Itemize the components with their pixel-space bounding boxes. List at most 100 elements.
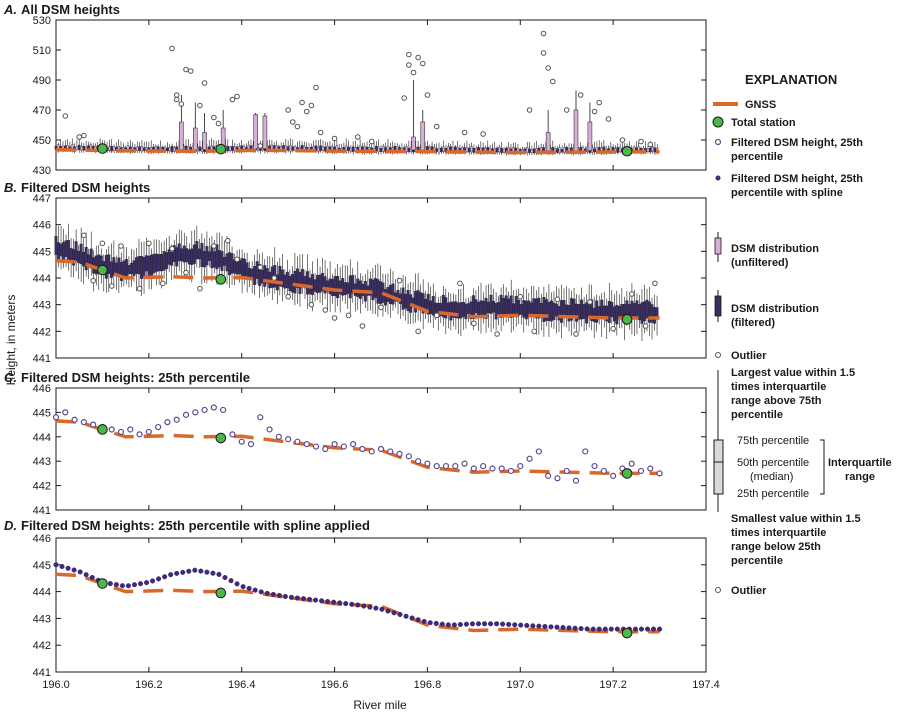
box bbox=[593, 148, 596, 153]
y-tick-label: 490 bbox=[33, 75, 51, 87]
box-tall bbox=[262, 115, 268, 149]
spline-point bbox=[397, 611, 403, 618]
box bbox=[306, 271, 309, 295]
percentile-point bbox=[628, 460, 635, 467]
gnss-series bbox=[55, 419, 660, 476]
percentile-point bbox=[285, 436, 292, 443]
outlier-point bbox=[345, 312, 352, 319]
box-tall bbox=[587, 121, 593, 151]
box bbox=[205, 246, 209, 266]
spline-point bbox=[379, 606, 385, 612]
box bbox=[461, 302, 465, 318]
box bbox=[549, 300, 553, 322]
spline-point bbox=[439, 621, 445, 627]
box bbox=[575, 303, 579, 322]
percentile-point bbox=[470, 465, 477, 472]
box bbox=[497, 302, 501, 315]
outlier-point bbox=[596, 99, 603, 106]
spline-point bbox=[650, 626, 657, 632]
box bbox=[616, 147, 620, 153]
outlier-point bbox=[471, 320, 477, 327]
spline-point bbox=[560, 625, 566, 631]
spline-point bbox=[415, 617, 421, 623]
box bbox=[145, 255, 148, 272]
outlier-point bbox=[638, 138, 644, 145]
percentile-point bbox=[396, 450, 403, 457]
box-tall bbox=[573, 109, 579, 151]
percentile-point bbox=[433, 462, 440, 470]
outlier-point bbox=[396, 277, 403, 284]
box bbox=[635, 300, 639, 318]
outlier-point bbox=[549, 78, 556, 85]
box bbox=[489, 294, 493, 314]
box bbox=[532, 298, 536, 317]
percentile-point bbox=[331, 441, 338, 448]
percentile-point bbox=[52, 414, 60, 421]
unfiltered-box-swatch bbox=[714, 237, 722, 255]
percentile-point bbox=[424, 460, 431, 467]
y-tick-label: 441 bbox=[33, 353, 51, 365]
percentile-point bbox=[340, 443, 347, 450]
percentile-point bbox=[452, 462, 459, 470]
spline-point bbox=[71, 567, 77, 573]
box bbox=[175, 247, 179, 267]
spline-point bbox=[216, 571, 222, 577]
y-tick-label: 443 bbox=[33, 456, 51, 468]
box bbox=[132, 260, 136, 276]
percentile-point bbox=[257, 414, 264, 421]
box bbox=[218, 250, 221, 268]
spline-point bbox=[240, 584, 246, 590]
box bbox=[138, 146, 141, 151]
spline-point bbox=[602, 626, 608, 632]
iqr-bracket bbox=[820, 439, 825, 495]
outlier-point bbox=[573, 331, 579, 337]
outlier-top-swatch bbox=[715, 352, 721, 358]
percentile-point bbox=[489, 465, 496, 472]
legend-50th: 50th percentile bbox=[737, 457, 809, 469]
spline-point bbox=[204, 569, 210, 575]
y-tick-label: 443 bbox=[33, 300, 51, 312]
box bbox=[336, 276, 340, 299]
spline-point bbox=[288, 594, 294, 600]
y-tick-label: 442 bbox=[33, 640, 51, 652]
box bbox=[313, 279, 317, 292]
box bbox=[298, 271, 302, 294]
outlier-point bbox=[494, 331, 500, 337]
box bbox=[617, 305, 621, 318]
spline-point bbox=[156, 576, 162, 582]
y-tick-label: 444 bbox=[33, 432, 51, 444]
outlier-point bbox=[234, 256, 240, 263]
box bbox=[514, 296, 518, 316]
spline-point bbox=[590, 626, 596, 632]
box bbox=[377, 146, 380, 153]
total-station-point bbox=[621, 468, 633, 479]
outlier-point bbox=[215, 120, 222, 127]
box-tall bbox=[193, 127, 198, 150]
spline-point bbox=[548, 624, 554, 630]
box bbox=[112, 146, 116, 151]
spline-point bbox=[210, 570, 216, 576]
outlier-point bbox=[303, 108, 310, 115]
spline-point bbox=[143, 580, 150, 586]
spline-point bbox=[644, 626, 651, 632]
outlier-point bbox=[173, 92, 180, 98]
percentile-point bbox=[210, 404, 217, 411]
percentile-point bbox=[238, 438, 245, 445]
box bbox=[82, 146, 86, 151]
box bbox=[225, 253, 229, 272]
box bbox=[382, 146, 385, 152]
box bbox=[147, 255, 151, 277]
percentile-point bbox=[377, 445, 385, 453]
gnss-line bbox=[55, 419, 660, 476]
box bbox=[291, 146, 295, 151]
spline-point bbox=[228, 578, 234, 584]
box bbox=[215, 244, 219, 270]
outlier-point bbox=[224, 237, 231, 244]
box bbox=[442, 146, 445, 152]
spline-point bbox=[119, 583, 125, 589]
box bbox=[180, 248, 184, 262]
box bbox=[226, 146, 230, 152]
percentile-points bbox=[53, 562, 663, 632]
legend-largest-line4: percentile bbox=[731, 409, 783, 421]
outlier-point bbox=[308, 102, 315, 109]
